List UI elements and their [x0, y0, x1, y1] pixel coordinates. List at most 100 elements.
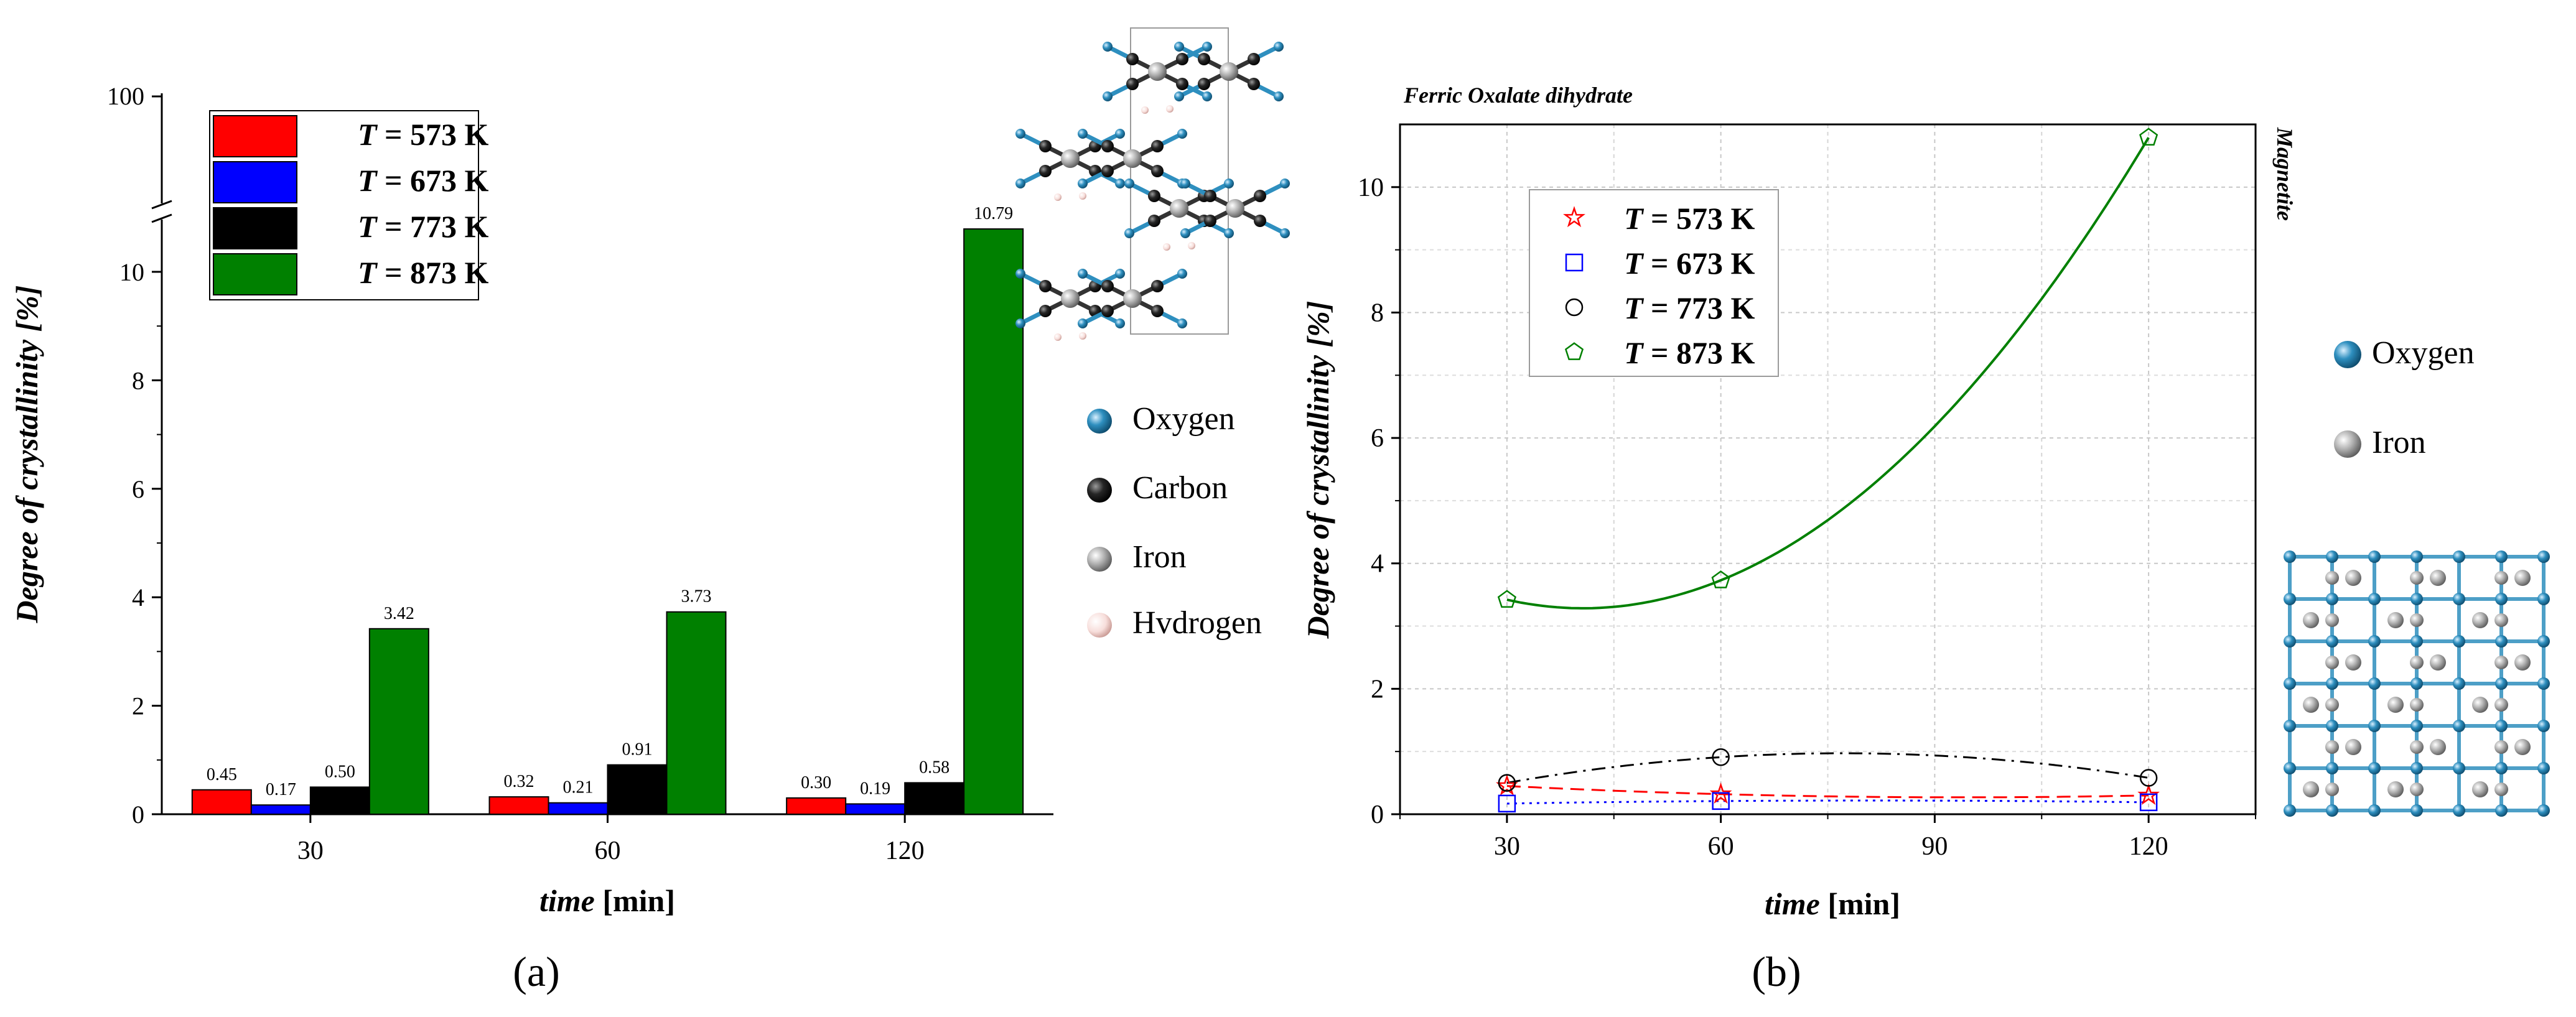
y-tick-label: 4 [1371, 550, 1384, 578]
bar-value-label: 0.32 [504, 772, 534, 791]
x-tick-label: 120 [885, 837, 925, 865]
atom [1224, 179, 1234, 188]
atom [2387, 781, 2404, 797]
atom [1078, 269, 1088, 279]
atom [2325, 782, 2339, 796]
y-tick-label: 10 [119, 258, 144, 286]
data-point-marker [1709, 782, 1732, 804]
structure-label-ferric-oxalate: Ferric Oxalate dihydrate [1403, 83, 1633, 108]
atom [2345, 739, 2361, 755]
data-point-marker [1712, 792, 1730, 810]
atom [2325, 656, 2339, 669]
legend-swatch [213, 115, 297, 157]
bar-value-label: 0.45 [207, 765, 237, 784]
atom [2514, 570, 2531, 586]
y-tick-label: 8 [132, 366, 144, 394]
atom-label-oxygen: Oxygen [2372, 335, 2475, 371]
data-point-marker [1495, 774, 1518, 796]
atom [1015, 129, 1025, 139]
atom [1061, 149, 1080, 168]
atom [1204, 190, 1216, 202]
atom [1078, 179, 1088, 188]
atom-label-hydrogen: Hvdrogen [1132, 605, 1262, 641]
atom [1177, 129, 1187, 139]
atom [1101, 140, 1114, 152]
atom [2494, 698, 2508, 712]
legend-label: T = 673 K [358, 163, 489, 198]
atom [2453, 635, 2465, 648]
atom [2345, 654, 2361, 671]
atom [2495, 720, 2508, 732]
atom [1141, 106, 1149, 114]
atom [1126, 78, 1139, 90]
bar [309, 786, 370, 815]
atom [2495, 804, 2508, 817]
atom [2326, 593, 2338, 605]
atom [1248, 53, 1260, 65]
atom [2494, 782, 2508, 796]
y-axis-title: Degree of crystallinity [%] [9, 286, 44, 624]
bar-value-label: 3.73 [681, 587, 712, 606]
bar-value-label: 0.50 [325, 762, 355, 781]
x-tick-label: 90 [1921, 832, 1948, 861]
atom-label-iron: Iron [2372, 425, 2426, 460]
atom [1180, 179, 1190, 188]
bar [368, 628, 429, 815]
data-point-marker [2139, 769, 2158, 787]
panel-label-a: (a) [513, 948, 559, 995]
axis-break-mark [151, 200, 172, 210]
atom [2537, 762, 2550, 774]
atom [2325, 613, 2339, 627]
atom [1180, 228, 1190, 238]
atom [1054, 333, 1062, 341]
atom [2284, 635, 2296, 648]
bar-value-label: 0.58 [919, 758, 950, 777]
atom [1126, 53, 1139, 65]
atom [1103, 42, 1113, 52]
ferric-oxalate-structure-image [1015, 27, 1290, 341]
atom [1039, 280, 1052, 292]
atom [1163, 243, 1170, 251]
atom [1079, 192, 1086, 200]
atom [2284, 762, 2296, 774]
atom [1115, 179, 1125, 188]
atom [2284, 720, 2296, 732]
atom [2326, 720, 2338, 732]
atom [2495, 593, 2508, 605]
atom [2453, 593, 2465, 605]
atom [2453, 677, 2465, 690]
atom [2326, 804, 2338, 817]
legend-marker [1565, 253, 1584, 272]
atom [2326, 762, 2338, 774]
y-tick-label: 6 [132, 475, 144, 503]
atom-legend-a: Oxygen Carbon Iron Hvdrogen [1087, 401, 1262, 641]
x-tick-label: 60 [1708, 832, 1734, 861]
bar [904, 782, 965, 815]
atom [2284, 677, 2296, 690]
atom [1101, 280, 1114, 292]
atom [2410, 677, 2423, 690]
oxygen-icon [1087, 409, 1112, 434]
atom [1220, 62, 1238, 81]
atom [2514, 739, 2531, 755]
atom-label-oxygen: Oxygen [1132, 401, 1235, 437]
atom [2495, 762, 2508, 774]
atom [2303, 697, 2319, 713]
atom [2410, 613, 2424, 627]
y-tick-label: 4 [132, 583, 144, 611]
atom [2537, 635, 2550, 648]
atom [1115, 269, 1125, 279]
atom [1151, 165, 1164, 177]
atom [2387, 612, 2404, 628]
legend-label: T = 573 K [358, 117, 489, 152]
atom [2495, 550, 2508, 563]
atom [2325, 698, 2339, 712]
data-point-marker [1498, 774, 1516, 792]
atom [2410, 698, 2424, 712]
atom [1151, 305, 1164, 317]
bar-value-label: 0.19 [860, 779, 890, 798]
atom [2410, 740, 2424, 754]
atom [1079, 332, 1086, 340]
atom [1039, 140, 1052, 152]
atom [1123, 149, 1142, 168]
